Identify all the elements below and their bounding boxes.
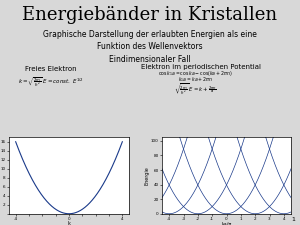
Text: $\cos k_1 a = \cos ka - \cos(ka + 2\pi n)$: $\cos k_1 a = \cos ka - \cos(ka + 2\pi n… <box>158 69 232 78</box>
Text: Freies Elektron: Freies Elektron <box>25 66 77 72</box>
Text: 1: 1 <box>292 217 295 222</box>
Text: Funktion des Wellenvektors: Funktion des Wellenvektors <box>97 42 203 51</box>
Text: Eindimensionaler Fall: Eindimensionaler Fall <box>109 55 191 64</box>
X-axis label: ka/π: ka/π <box>221 221 232 225</box>
X-axis label: k: k <box>68 221 70 225</box>
Text: Elektron im periodischen Potential: Elektron im periodischen Potential <box>141 64 261 70</box>
Text: $\sqrt{\frac{2m}{\hbar^2}}\ E = k + \frac{2\pi n}{a}$: $\sqrt{\frac{2m}{\hbar^2}}\ E = k + \fra… <box>173 83 217 97</box>
Text: Graphische Darstellung der erlaubten Energien als eine: Graphische Darstellung der erlaubten Ene… <box>43 30 257 39</box>
Text: Energiebänder in Kristallen: Energiebänder in Kristallen <box>22 6 278 24</box>
Y-axis label: Energie: Energie <box>144 166 149 185</box>
Text: $k_1 a = ka + 2\pi n$: $k_1 a = ka + 2\pi n$ <box>178 75 212 84</box>
Text: $k = \sqrt{\frac{2m}{\hbar^2}}\ E = const.\ E^{1/2}$: $k = \sqrt{\frac{2m}{\hbar^2}}\ E = cons… <box>18 75 84 89</box>
